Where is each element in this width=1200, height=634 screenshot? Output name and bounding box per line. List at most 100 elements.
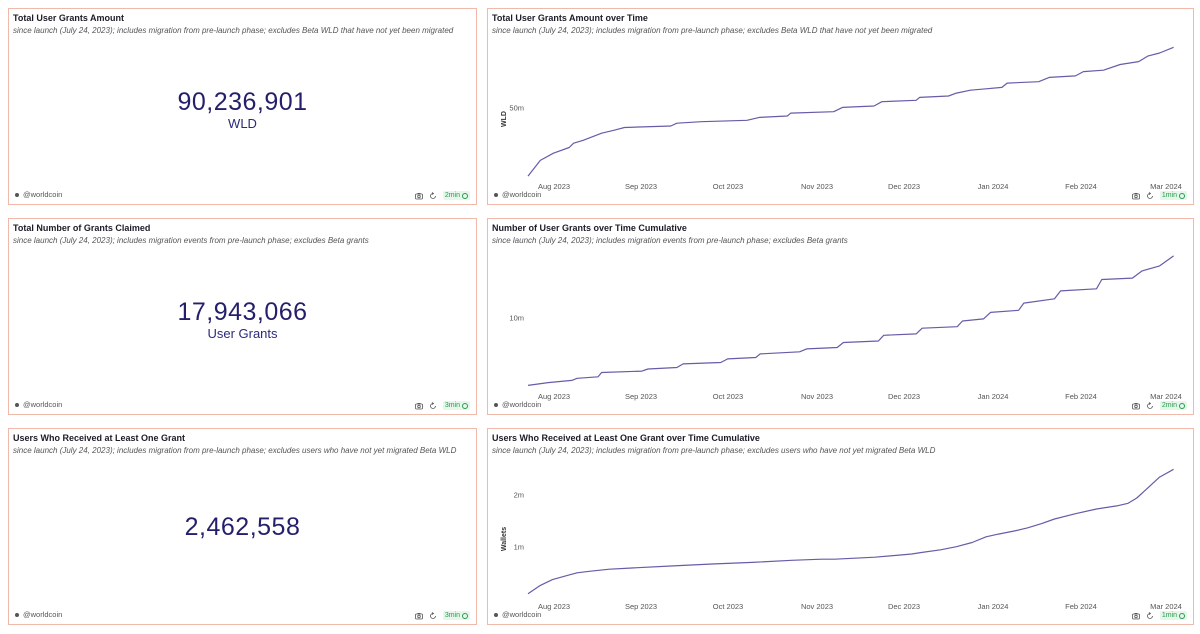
counter-unit: WLD — [228, 116, 257, 131]
series-line — [527, 255, 1174, 386]
camera-icon[interactable] — [1131, 192, 1140, 200]
freshness-text: 2min — [1161, 402, 1177, 409]
author-link[interactable]: @worldcoin — [15, 610, 62, 619]
freshness-badge: 1min — [1159, 611, 1187, 620]
refresh-icon[interactable] — [1146, 611, 1154, 620]
panel-total-grants-claimed: Total Number of Grants Claimed since lau… — [8, 218, 477, 415]
author-link[interactable]: @worldcoin — [494, 400, 541, 409]
chart-users-cumulative: 1m 2m Wallets Aug 2023 Sep 2023 Oct 2023 Nov 2… — [501, 468, 1182, 611]
x-tick-label: Mar 2024 — [1150, 392, 1182, 401]
x-tick-label: Jan 2024 — [978, 182, 1009, 191]
counter-value: 90,236,901 — [177, 88, 308, 116]
x-tick-label: Dec 2023 — [888, 182, 920, 191]
x-tick-label: Feb 2024 — [1065, 602, 1097, 611]
panel-actions: 1min — [1131, 611, 1187, 620]
panel-subtitle: since launch (July 24, 2023); includes m… — [13, 446, 457, 455]
x-tick-label: Oct 2023 — [713, 392, 743, 401]
author-name: @worldcoin — [23, 610, 63, 619]
freshness-badge: 2min — [1159, 401, 1187, 410]
author-link[interactable]: @worldcoin — [15, 190, 62, 199]
refresh-icon[interactable] — [429, 401, 437, 410]
panel-actions: 3min — [414, 611, 470, 620]
x-tick-label: Oct 2023 — [713, 602, 743, 611]
panel-subtitle: since launch (July 24, 2023); includes m… — [13, 236, 369, 245]
panel-actions: 3min — [414, 401, 470, 410]
panel-title: Users Who Received at Least One Grant ov… — [492, 433, 760, 443]
freshness-badge: 3min — [442, 611, 470, 620]
author-name: @worldcoin — [23, 190, 63, 199]
check-icon — [1179, 192, 1185, 199]
author-link[interactable]: @worldcoin — [15, 400, 62, 409]
freshness-text: 2min — [444, 192, 460, 199]
x-tick-label: Sep 2023 — [625, 602, 657, 611]
x-tick-label: Dec 2023 — [888, 602, 920, 611]
camera-icon[interactable] — [414, 192, 423, 200]
panel-title: Total Number of Grants Claimed — [13, 223, 151, 233]
x-tick-label: Jan 2024 — [978, 392, 1009, 401]
check-icon — [1179, 612, 1185, 619]
panel-user-grants-over-time-cumulative: Number of User Grants over Time Cumulati… — [487, 218, 1194, 415]
y-tick-label: 2m — [514, 490, 524, 499]
check-icon — [462, 402, 468, 409]
panel-total-user-grants-over-time: Total User Grants Amount over Time since… — [487, 8, 1194, 205]
author-name: @worldcoin — [502, 400, 542, 409]
counter-value: 2,462,558 — [184, 513, 301, 541]
freshness-text: 1min — [1161, 612, 1177, 619]
author-dot-icon — [494, 402, 498, 407]
author-dot-icon — [494, 612, 498, 617]
x-tick-label: Nov 2023 — [801, 392, 833, 401]
panel-actions: 1min — [1131, 191, 1187, 200]
x-tick-label: Oct 2023 — [713, 182, 743, 191]
panel-users-received-grant: Users Who Received at Least One Grant si… — [8, 428, 477, 625]
refresh-icon[interactable] — [1146, 191, 1154, 200]
x-tick-label: Sep 2023 — [625, 392, 657, 401]
series-line — [527, 468, 1174, 595]
check-icon — [462, 612, 468, 619]
refresh-icon[interactable] — [429, 191, 437, 200]
panel-actions: 2min — [414, 191, 470, 200]
panel-total-user-grants-amount: Total User Grants Amount since launch (J… — [8, 8, 477, 205]
x-tick-label: Feb 2024 — [1065, 182, 1097, 191]
refresh-icon[interactable] — [429, 611, 437, 620]
freshness-text: 3min — [444, 402, 460, 409]
freshness-text: 1min — [1161, 192, 1177, 199]
y-tick-label: 10m — [509, 313, 524, 322]
x-tick-label: Nov 2023 — [801, 182, 833, 191]
x-tick-label: Sep 2023 — [625, 182, 657, 191]
refresh-icon[interactable] — [1146, 401, 1154, 410]
check-icon — [462, 192, 468, 199]
x-tick-label: Nov 2023 — [801, 602, 833, 611]
author-dot-icon — [15, 612, 19, 617]
panel-actions: 2min — [1131, 401, 1187, 410]
x-tick-label: Mar 2024 — [1150, 182, 1182, 191]
camera-icon[interactable] — [1131, 402, 1140, 410]
author-dot-icon — [15, 192, 19, 197]
counter-value: 17,943,066 — [177, 298, 308, 326]
y-axis-label: WLD — [501, 111, 508, 127]
panel-users-received-grant-over-time: Users Who Received at Least One Grant ov… — [487, 428, 1194, 625]
author-link[interactable]: @worldcoin — [494, 610, 541, 619]
panel-title: Total User Grants Amount — [13, 13, 125, 23]
chart-user-grants-cumulative: 10m Aug 2023 Sep 2023 Oct 2023 Nov 2023 Dec 2… — [509, 255, 1182, 401]
freshness-badge: 2min — [442, 191, 470, 200]
y-tick-label: 50m — [509, 103, 524, 112]
panel-subtitle: since launch (July 24, 2023); includes m… — [492, 26, 933, 35]
panel-title: Total User Grants Amount over Time — [492, 13, 648, 23]
freshness-badge: 1min — [1159, 191, 1187, 200]
x-tick-label: Jan 2024 — [978, 602, 1009, 611]
camera-icon[interactable] — [1131, 612, 1140, 620]
author-name: @worldcoin — [23, 400, 63, 409]
author-link[interactable]: @worldcoin — [494, 190, 541, 199]
camera-icon[interactable] — [414, 402, 423, 410]
y-tick-label: 1m — [514, 543, 524, 552]
panel-subtitle: since launch (July 24, 2023); includes m… — [492, 236, 848, 245]
x-tick-label: Dec 2023 — [888, 392, 920, 401]
series-line — [527, 46, 1174, 177]
x-tick-label: Feb 2024 — [1065, 392, 1097, 401]
freshness-text: 3min — [444, 612, 460, 619]
freshness-badge: 3min — [442, 401, 470, 410]
camera-icon[interactable] — [414, 612, 423, 620]
panel-title: Number of User Grants over Time Cumulati… — [492, 223, 687, 233]
x-tick-label: Aug 2023 — [538, 182, 570, 191]
